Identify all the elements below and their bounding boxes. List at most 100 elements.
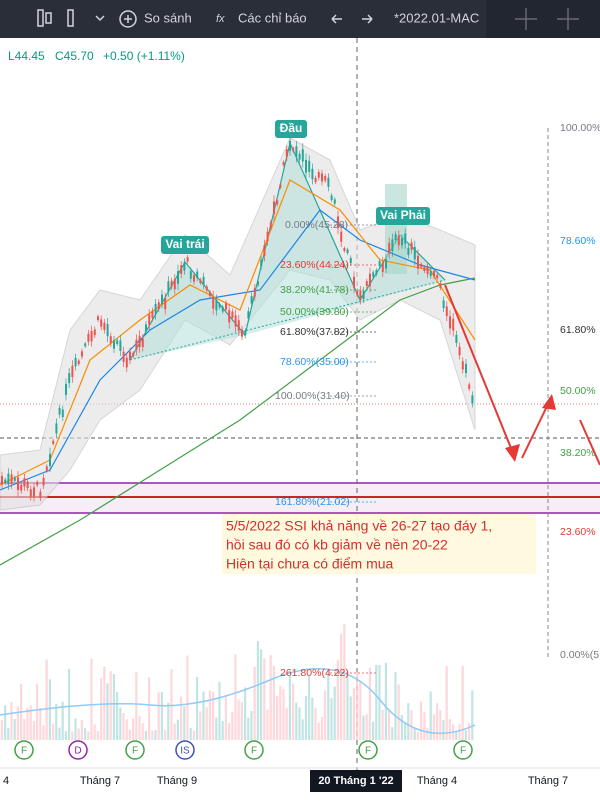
- volume-bar: [173, 723, 176, 740]
- candle-body: [225, 303, 227, 310]
- candle-body: [4, 479, 7, 484]
- candle-body: [295, 146, 298, 158]
- volume-bar: [224, 696, 227, 740]
- annotation-box: [222, 514, 536, 574]
- volume-bar: [253, 666, 256, 740]
- candle-body: [125, 357, 128, 368]
- candle-body: [202, 276, 205, 286]
- candle-body: [324, 176, 327, 181]
- candle-body: [49, 453, 51, 467]
- candle-body: [436, 274, 439, 279]
- volume-bar: [244, 687, 247, 740]
- volume-bar: [29, 705, 32, 740]
- candle-body: [285, 149, 288, 158]
- candle-body: [205, 286, 208, 291]
- candle-body: [33, 487, 35, 497]
- event-label: F: [251, 746, 257, 757]
- volume-bar: [93, 724, 96, 740]
- volume-bar: [298, 707, 301, 740]
- candle-body: [177, 271, 179, 284]
- event-label: F: [460, 746, 466, 757]
- candle-body: [289, 140, 291, 151]
- volume-bar: [90, 658, 93, 740]
- volume-bar: [336, 660, 339, 740]
- volume-bar: [212, 691, 215, 740]
- fib-label: 100.00%(31.40): [275, 390, 350, 402]
- volume-bar: [404, 723, 407, 740]
- candle-body: [417, 255, 419, 269]
- volume-bar: [58, 727, 61, 740]
- candle-body: [55, 423, 58, 434]
- pattern-label-bg: [161, 236, 209, 254]
- volume-bar: [436, 703, 439, 740]
- volume-bar: [167, 702, 170, 740]
- fib-right-label: 23.60%: [560, 526, 596, 538]
- candle-body: [458, 346, 461, 356]
- candle-body: [109, 336, 112, 344]
- arrow-head: [542, 394, 556, 410]
- x-tick-label: 20 Tháng 1 '22: [318, 775, 393, 787]
- volume-bar: [445, 665, 448, 740]
- volume-bar: [132, 718, 135, 740]
- candle-body: [362, 290, 365, 299]
- candle-body: [244, 330, 247, 336]
- volume-bar: [71, 731, 74, 740]
- candle-body: [52, 440, 55, 444]
- candle-body: [353, 276, 355, 288]
- volume-bar: [432, 714, 435, 740]
- candle-body: [154, 304, 157, 315]
- candle-body: [231, 311, 234, 318]
- candle-body: [388, 242, 391, 254]
- volume-bar: [189, 727, 192, 740]
- volume-bar: [109, 671, 112, 740]
- volume-bar: [442, 720, 445, 740]
- compare-button[interactable]: So sánh: [144, 10, 192, 25]
- volume-bar: [45, 659, 48, 740]
- volume-bar: [458, 724, 461, 740]
- candle-body: [394, 234, 397, 241]
- candle-body: [74, 357, 77, 367]
- candle-body: [45, 466, 48, 471]
- volume-bar: [154, 730, 157, 740]
- volume-bar: [333, 686, 336, 740]
- volume-bar: [295, 702, 298, 740]
- volume-bar: [231, 711, 234, 740]
- candle-body: [276, 200, 279, 205]
- volume-bar: [285, 707, 288, 740]
- volume-bar: [260, 649, 263, 740]
- candle-body: [215, 299, 218, 311]
- volume-bar: [308, 675, 311, 740]
- volume-bar: [471, 690, 474, 740]
- volume-bar: [87, 731, 90, 740]
- candle-body: [97, 316, 99, 321]
- volume-bar: [365, 714, 368, 740]
- candle-body: [426, 266, 429, 275]
- volume-bar: [183, 706, 186, 740]
- ma-200: [0, 277, 476, 566]
- volume-bar: [61, 701, 64, 740]
- fib-label: 161.80%(21.02): [275, 496, 350, 508]
- volume-bar: [423, 712, 426, 740]
- candle-body: [193, 275, 195, 282]
- candle-body: [378, 261, 381, 266]
- volume-bar: [122, 713, 125, 740]
- volume-bar: [240, 701, 243, 740]
- candle-body: [241, 329, 243, 337]
- volume-bar: [52, 723, 55, 740]
- candle-body: [81, 351, 83, 357]
- candle-body: [199, 279, 202, 284]
- candle-body: [42, 477, 45, 486]
- volume-bar: [301, 719, 304, 740]
- candle-body: [452, 318, 455, 331]
- candle-body: [148, 314, 151, 325]
- volume-bar: [125, 719, 128, 740]
- indicators-button[interactable]: Các chỉ báo: [238, 10, 307, 25]
- volume-bar: [269, 655, 272, 740]
- candle-body: [365, 281, 368, 286]
- candle-body: [228, 309, 231, 323]
- candle-body: [71, 365, 74, 378]
- layout-name[interactable]: *2022.01-MAC: [394, 10, 479, 25]
- candle-body: [189, 271, 192, 279]
- candle-body: [273, 201, 275, 214]
